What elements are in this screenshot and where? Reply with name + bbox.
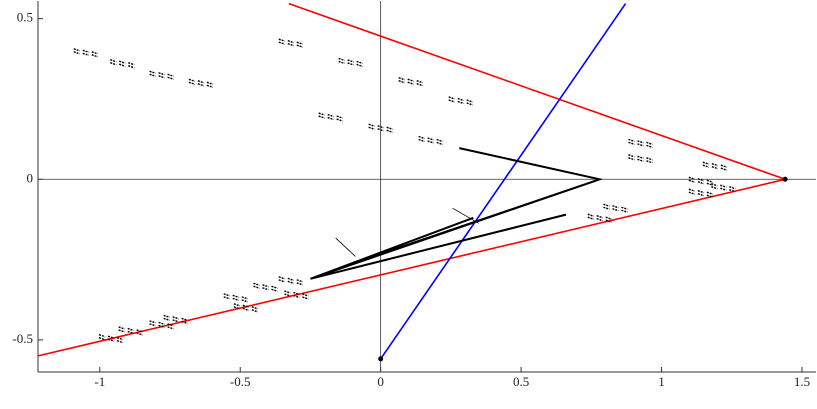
dash-cluster: [418, 135, 443, 146]
dash-cluster: [318, 112, 343, 122]
dash-cluster: [398, 77, 423, 87]
dash-cluster: [688, 188, 714, 198]
point: [782, 176, 788, 182]
x-tick-label: -1: [94, 374, 105, 389]
dash-cluster: [628, 138, 653, 149]
dash-cluster: [73, 48, 98, 58]
dash-cluster: [628, 154, 653, 164]
dash-cluster: [149, 320, 174, 330]
dash-cluster: [587, 213, 612, 223]
dash-cluster: [284, 290, 309, 300]
series-line: [335, 207, 479, 257]
x-tick-label: 1: [658, 374, 665, 389]
x-tick-label: 0.5: [513, 374, 529, 389]
dash-cluster: [338, 57, 363, 68]
y-tick-label: 0: [27, 170, 34, 185]
dash-cluster: [163, 314, 188, 325]
dash-cluster: [278, 38, 304, 48]
dash-cluster: [603, 203, 628, 213]
dash-cluster: [233, 303, 259, 313]
x-tick-label: -0.5: [230, 374, 251, 389]
y-tick-label: 0.5: [17, 10, 33, 25]
x-tick-label: 0: [377, 374, 384, 389]
series-line: [310, 147, 604, 280]
dash-cluster: [223, 293, 248, 303]
dash-cluster: [702, 161, 728, 171]
dash-cluster: [253, 282, 278, 292]
dash-cluster: [188, 78, 214, 88]
dash-cluster: [688, 176, 714, 186]
y-tick-label: -0.5: [12, 331, 33, 346]
dash-cluster: [448, 96, 473, 106]
dash-cluster: [98, 334, 124, 344]
series-line: [380, 3, 627, 360]
dash-cluster: [118, 326, 143, 336]
x-tick-label: 1.5: [794, 374, 810, 389]
dash-cluster: [110, 59, 135, 69]
dash-cluster: [368, 123, 393, 133]
point: [378, 356, 384, 362]
dash-cluster: [149, 70, 174, 80]
series-line: [37, 2, 786, 357]
dash-cluster: [278, 276, 304, 286]
dash-cluster: [711, 183, 736, 193]
